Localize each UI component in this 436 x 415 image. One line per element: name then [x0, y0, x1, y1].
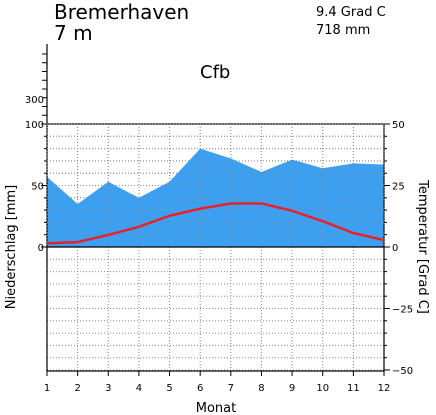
precip-tick-label: 300 — [25, 95, 44, 106]
x-tick-label: 12 — [378, 383, 391, 394]
climate-class: Cfb — [200, 62, 230, 83]
x-axis-title: Monat — [196, 401, 236, 415]
left-axis-title: Niederschlag [mm] — [4, 185, 19, 310]
x-tick-label: 11 — [347, 383, 360, 394]
precip-tick-label: 100 — [25, 120, 44, 131]
x-tick-label: 5 — [166, 383, 172, 394]
x-tick-label: 3 — [105, 383, 111, 394]
annual-precipitation: 718 mm — [316, 23, 370, 38]
x-tick-label: 7 — [228, 383, 234, 394]
precip-tick-label: 0 — [38, 243, 44, 254]
x-tick-label: 6 — [197, 383, 203, 394]
precip-tick-label: 50 — [31, 182, 44, 193]
x-tick-label: 2 — [74, 383, 80, 394]
temp-tick-label: −50 — [392, 366, 413, 377]
x-tick-label: 1 — [44, 383, 50, 394]
temp-tick-label: 50 — [392, 120, 405, 131]
labels: Bremerhaven 7 m 9.4 Grad C 718 mm Cfb Mo… — [4, 0, 430, 415]
x-tick-label: 4 — [136, 383, 142, 394]
station-elevation: 7 m — [54, 21, 93, 45]
mean-temperature: 9.4 Grad C — [316, 5, 386, 20]
x-tick-label: 9 — [289, 383, 295, 394]
right-axis-title: Temperatur [Grad C] — [415, 179, 430, 314]
temp-tick-label: 0 — [392, 243, 398, 254]
temperature-line — [46, 202, 385, 245]
station-name: Bremerhaven — [54, 0, 189, 24]
x-tick-label: 10 — [316, 383, 329, 394]
x-tick-label: 8 — [258, 383, 264, 394]
temp-tick-label: 25 — [392, 182, 405, 193]
temp-tick-label: −25 — [392, 305, 413, 316]
